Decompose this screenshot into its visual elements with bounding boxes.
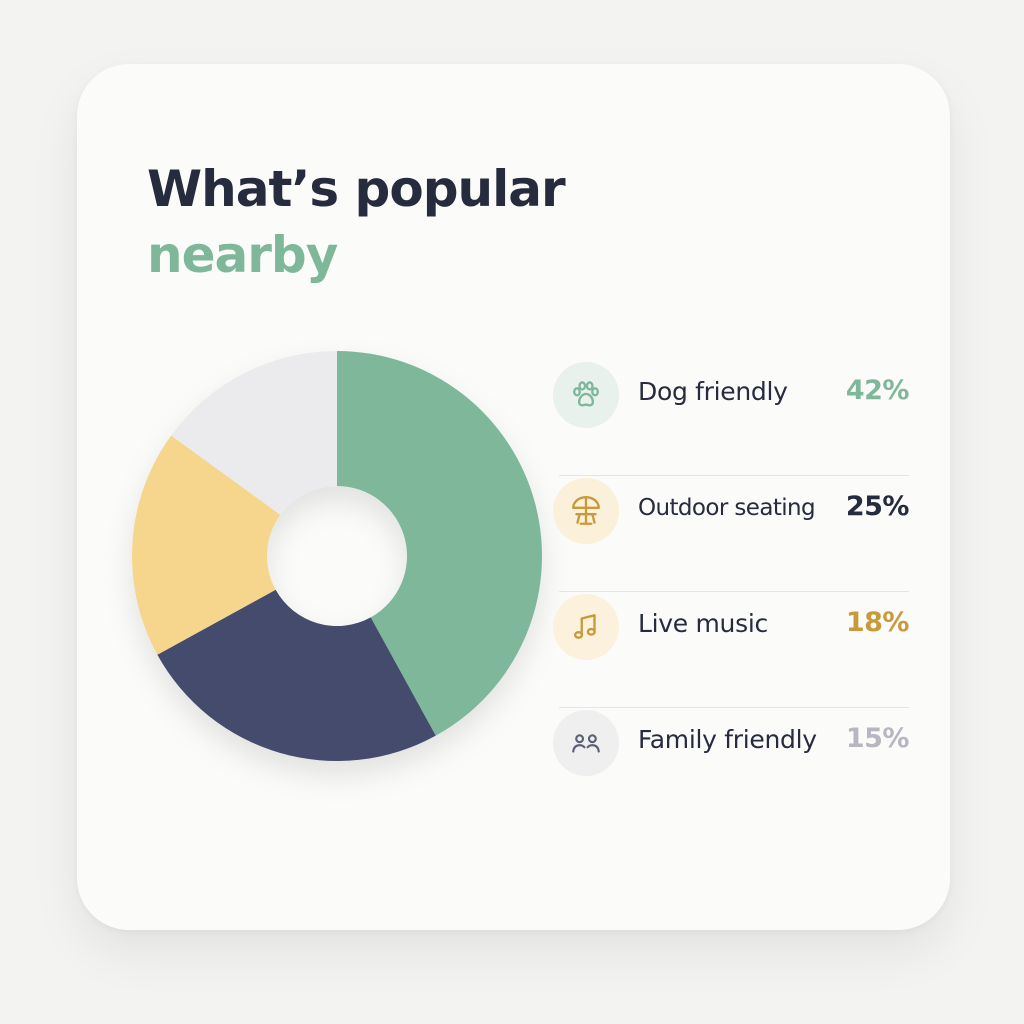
legend: Dog friendly 42% Outdoor seating 25%	[553, 360, 910, 824]
legend-item-live-music: Live music 18%	[553, 591, 910, 708]
title-line-1: What’s popular	[147, 160, 566, 218]
umbrella-table-icon	[553, 478, 619, 544]
title-line-2: nearby	[147, 226, 338, 284]
legend-item-outdoor-seating: Outdoor seating 25%	[553, 475, 910, 592]
popular-nearby-card: What’s popular nearby Dog friendly 42%	[77, 64, 950, 930]
legend-label: Family friendly	[638, 725, 817, 754]
donut-chart	[132, 351, 542, 761]
donut-slice-live-music	[132, 435, 281, 655]
donut-slice-dog-friendly	[337, 351, 542, 736]
legend-item-family-friendly: Family friendly 15%	[553, 707, 910, 824]
legend-value: 18%	[845, 607, 910, 638]
legend-item-dog-friendly: Dog friendly 42%	[553, 360, 910, 476]
legend-label: Outdoor seating	[638, 495, 816, 521]
donut-slice-outdoor-seating	[157, 589, 436, 761]
legend-value: 42%	[845, 375, 910, 406]
legend-value: 15%	[845, 723, 910, 754]
legend-value: 25%	[845, 491, 910, 522]
paw-icon	[553, 362, 619, 428]
music-note-icon	[553, 594, 619, 660]
legend-label: Dog friendly	[638, 377, 788, 406]
donut-slice-family-friendly	[171, 351, 337, 515]
card-title: What’s popular nearby	[147, 156, 566, 288]
legend-label: Live music	[638, 609, 768, 638]
family-icon	[553, 710, 619, 776]
